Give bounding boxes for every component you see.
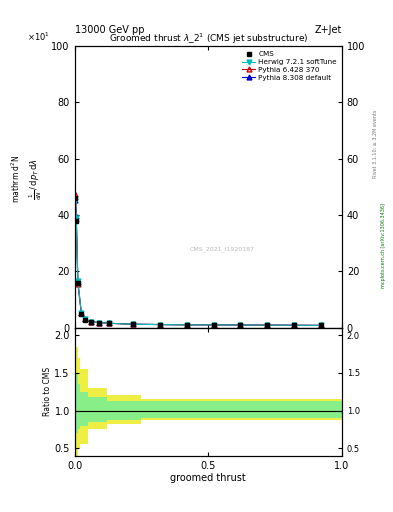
Pythia 6.428 370	[75, 281, 80, 287]
Herwig 7.2.1 softTune	[318, 323, 323, 329]
Pythia 8.308 default	[73, 197, 78, 203]
CMS	[131, 321, 136, 327]
Pythia 6.428 370	[107, 320, 112, 326]
Text: Rivet 3.1.10; ≥ 3.2M events: Rivet 3.1.10; ≥ 3.2M events	[373, 109, 378, 178]
Pythia 8.308 default	[292, 322, 296, 328]
Pythia 6.428 370	[292, 322, 296, 328]
Text: Z+Jet: Z+Jet	[314, 25, 342, 35]
Text: CMS_2021_I1920187: CMS_2021_I1920187	[189, 246, 254, 252]
Herwig 7.2.1 softTune	[75, 278, 80, 284]
CMS	[265, 322, 270, 328]
Pythia 8.308 default	[158, 322, 163, 328]
Herwig 7.2.1 softTune	[292, 322, 296, 328]
X-axis label: groomed thrust: groomed thrust	[171, 473, 246, 483]
CMS	[318, 323, 323, 329]
Herwig 7.2.1 softTune	[88, 318, 93, 325]
Y-axis label: Ratio to CMS: Ratio to CMS	[43, 367, 51, 416]
Legend: CMS, Herwig 7.2.1 softTune, Pythia 6.428 370, Pythia 8.308 default: CMS, Herwig 7.2.1 softTune, Pythia 6.428…	[241, 50, 338, 82]
Pythia 6.428 370	[88, 318, 93, 325]
CMS	[96, 320, 101, 326]
Line: Pythia 6.428 370: Pythia 6.428 370	[73, 191, 323, 328]
Herwig 7.2.1 softTune	[79, 310, 84, 316]
Line: CMS: CMS	[73, 196, 323, 328]
CMS	[211, 322, 216, 328]
Pythia 6.428 370	[318, 323, 323, 329]
Pythia 8.308 default	[75, 279, 80, 285]
CMS	[238, 322, 243, 328]
Pythia 8.308 default	[318, 323, 323, 329]
Pythia 6.428 370	[211, 322, 216, 328]
Pythia 6.428 370	[73, 191, 78, 197]
CMS	[88, 319, 93, 325]
CMS	[75, 280, 80, 286]
Pythia 6.428 370	[83, 316, 88, 323]
Pythia 8.308 default	[265, 322, 270, 328]
CMS	[79, 310, 84, 316]
Pythia 6.428 370	[79, 310, 84, 316]
Pythia 8.308 default	[107, 320, 112, 326]
CMS	[73, 195, 78, 201]
Pythia 8.308 default	[238, 322, 243, 328]
Pythia 8.308 default	[74, 214, 79, 220]
Pythia 6.428 370	[158, 322, 163, 328]
Text: $\frac{1}{\mathrm{d}N}\,/\,\mathrm{d}p_T\,\mathrm{d}\lambda$: $\frac{1}{\mathrm{d}N}\,/\,\mathrm{d}p_T…	[27, 158, 44, 200]
Pythia 8.308 default	[79, 310, 84, 316]
Pythia 6.428 370	[238, 322, 243, 328]
Text: mcplots.cern.ch [arXiv:1306.3436]: mcplots.cern.ch [arXiv:1306.3436]	[381, 203, 386, 288]
Herwig 7.2.1 softTune	[74, 215, 79, 221]
Herwig 7.2.1 softTune	[107, 320, 112, 326]
Pythia 6.428 370	[96, 319, 101, 326]
Herwig 7.2.1 softTune	[265, 322, 270, 328]
Line: Pythia 8.308 default: Pythia 8.308 default	[73, 197, 323, 328]
Herwig 7.2.1 softTune	[158, 322, 163, 328]
CMS	[107, 321, 112, 327]
CMS	[83, 317, 88, 323]
Herwig 7.2.1 softTune	[83, 316, 88, 323]
Text: 13000 GeV pp: 13000 GeV pp	[75, 25, 144, 35]
Herwig 7.2.1 softTune	[131, 321, 136, 327]
Herwig 7.2.1 softTune	[73, 198, 78, 204]
Pythia 8.308 default	[96, 319, 101, 326]
CMS	[158, 322, 163, 328]
Herwig 7.2.1 softTune	[238, 322, 243, 328]
Pythia 6.428 370	[131, 321, 136, 327]
Pythia 8.308 default	[88, 318, 93, 325]
Pythia 8.308 default	[185, 322, 189, 328]
Herwig 7.2.1 softTune	[185, 322, 189, 328]
Title: Groomed thrust $\lambda\_2^{1}$ (CMS jet substructure): Groomed thrust $\lambda\_2^{1}$ (CMS jet…	[108, 32, 308, 46]
Text: mathrm d$^2$N: mathrm d$^2$N	[9, 155, 22, 203]
Herwig 7.2.1 softTune	[211, 322, 216, 328]
Pythia 6.428 370	[74, 216, 79, 222]
Pythia 8.308 default	[131, 321, 136, 327]
CMS	[292, 322, 296, 328]
Pythia 6.428 370	[265, 322, 270, 328]
Pythia 6.428 370	[185, 322, 189, 328]
Herwig 7.2.1 softTune	[96, 319, 101, 326]
Text: $\times10^1$: $\times10^1$	[27, 31, 50, 43]
CMS	[185, 322, 189, 328]
Line: Herwig 7.2.1 softTune: Herwig 7.2.1 softTune	[73, 199, 323, 328]
CMS	[74, 218, 79, 224]
Pythia 8.308 default	[211, 322, 216, 328]
Pythia 8.308 default	[83, 316, 88, 322]
